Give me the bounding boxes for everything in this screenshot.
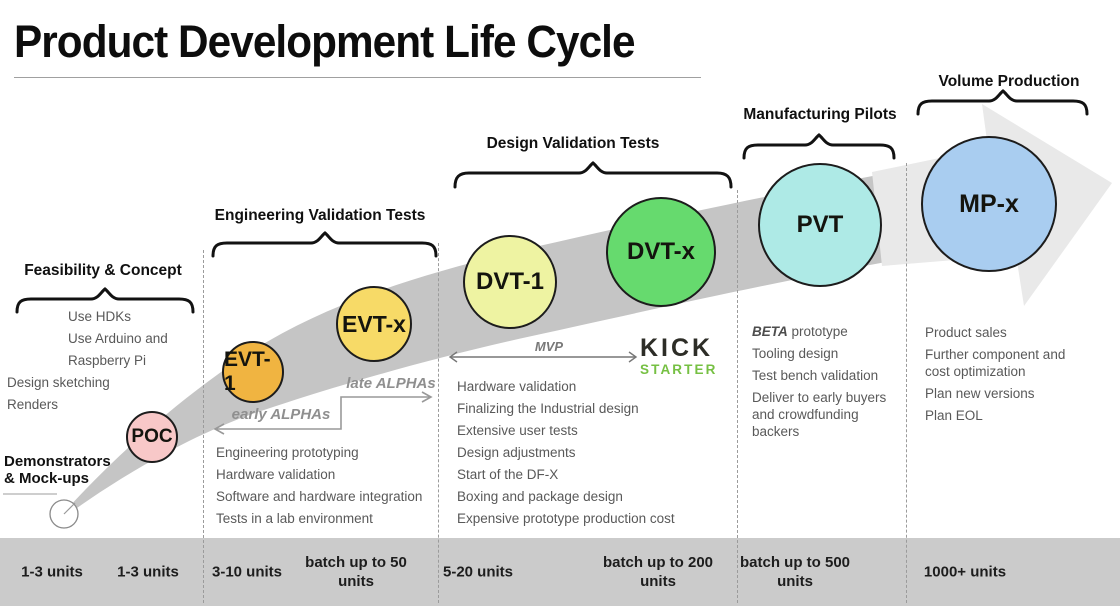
- list-item: Plan new versions: [925, 386, 1035, 401]
- title-underline: [14, 77, 701, 78]
- units-label-pvt: batch up to 500 units: [739, 554, 851, 590]
- alphas-right-arrowhead-icon: [421, 391, 433, 403]
- list-item: Tests in a lab environment: [216, 511, 373, 526]
- brace-feasibility: [15, 287, 195, 314]
- list-item: Start of the DF-X: [457, 467, 559, 482]
- mvp-right-arrowhead-icon: [628, 351, 638, 363]
- alphas-left-arrowhead-icon: [213, 423, 225, 435]
- list-feasibility: Use HDKs Use Arduino and Raspberry Pi De…: [7, 309, 168, 419]
- list-item: Tooling design: [752, 346, 839, 361]
- stage-circle-evt1: EVT-1: [222, 341, 284, 403]
- list-item: Design sketching: [7, 375, 110, 390]
- stage-label-mpx: MP-x: [959, 189, 1019, 218]
- list-item: Plan EOL: [925, 408, 983, 423]
- stage-circle-pvt: PVT: [758, 163, 882, 287]
- stage-circle-evtx: EVT-x: [336, 286, 412, 362]
- units-label-poc: 1-3 units: [21, 563, 83, 581]
- beta-rest: prototype: [787, 324, 848, 339]
- header-engineering: Engineering Validation Tests: [214, 207, 426, 224]
- demonstrators-line2: & Mock-ups: [4, 470, 90, 487]
- brace-manufacturing: [742, 133, 896, 160]
- mvp-label: MVP: [534, 339, 564, 354]
- late-alphas-label: late ALPHAs: [346, 375, 436, 392]
- stage-label-evt1: EVT-1: [224, 348, 271, 395]
- brace-volume: [916, 89, 1089, 116]
- list-item: Use HDKs: [68, 309, 132, 324]
- list-item: Hardware validation: [457, 379, 577, 394]
- stage-label-dvt1: DVT-1: [475, 268, 544, 295]
- list-item: Software and hardware integration: [216, 489, 423, 504]
- list-mp: Product sales Further component and cost…: [925, 325, 1065, 430]
- page-title: Product Development Life Cycle: [14, 16, 636, 67]
- mvp-left-arrowhead-icon: [448, 351, 458, 363]
- kickstarter-logo-bottom: STARTER: [640, 362, 718, 377]
- stage-circle-poc: POC: [126, 411, 178, 463]
- list-item: Use Arduino and: [68, 331, 168, 346]
- stage-circle-mpx: MP-x: [921, 136, 1057, 272]
- list-item: Engineering prototyping: [216, 445, 359, 460]
- list-item: Hardware validation: [216, 467, 336, 482]
- divider-feasibility-evt: [203, 250, 204, 603]
- start-point-tick: [63, 502, 76, 515]
- units-label-mp: 1000+ units: [923, 563, 1007, 581]
- early-alphas-label: early ALPHAs: [231, 406, 331, 423]
- list-item: cost optimization: [925, 364, 1026, 379]
- stage-circle-dvt1: DVT-1: [463, 235, 557, 329]
- list-item: Deliver to early buyers: [752, 390, 887, 405]
- list-dvt: Hardware validation Finalizing the Indus…: [457, 379, 675, 533]
- list-item: Test bench validation: [752, 368, 879, 383]
- stage-circle-dvtx: DVT-x: [606, 197, 716, 307]
- kickstarter-logo-top: KICK: [640, 334, 714, 362]
- list-item: Product sales: [925, 325, 1007, 340]
- units-label-evtx: batch up to 50 units: [305, 554, 407, 590]
- alphas-step-arrow: [216, 396, 430, 430]
- list-item: backers: [752, 424, 800, 439]
- list-item: and crowdfunding: [752, 407, 859, 422]
- list-item: Boxing and package design: [457, 489, 623, 504]
- stage-label-evtx: EVT-x: [342, 310, 406, 337]
- list-item: Raspberry Pi: [68, 353, 147, 368]
- stage-label-pvt: PVT: [796, 211, 844, 238]
- stage-label-poc: POC: [131, 426, 173, 447]
- list-item: Renders: [7, 397, 59, 412]
- header-manufacturing: Manufacturing Pilots: [743, 106, 897, 123]
- list-item: Finalizing the Industrial design: [457, 401, 639, 416]
- list-item: BETA prototype: [752, 324, 886, 346]
- list-item: Design adjustments: [457, 445, 576, 460]
- divider-pvt-mp: [906, 163, 907, 603]
- units-label-evt1: 3-10 units: [211, 563, 283, 581]
- divider-evt-dvt: [438, 243, 439, 603]
- units-bar: 1-3 units 1-3 units 3-10 units batch up …: [0, 538, 1120, 606]
- header-design: Design Validation Tests: [486, 135, 660, 152]
- brace-engineering: [211, 231, 438, 258]
- stage-label-dvtx: DVT-x: [626, 238, 695, 265]
- header-feasibility: Feasibility & Concept: [24, 262, 182, 279]
- divider-dvt-pvt: [737, 190, 738, 603]
- list-evt: Engineering prototyping Hardware validat…: [216, 445, 422, 533]
- list-item: Extensive user tests: [457, 423, 578, 438]
- header-volume: Volume Production: [938, 73, 1080, 90]
- list-item: Expensive prototype production cost: [457, 511, 675, 526]
- demonstrators-label: Demonstrators & Mock-ups: [4, 453, 111, 487]
- list-item: Further component and: [925, 347, 1066, 362]
- beta-emphasis: BETA: [752, 324, 788, 339]
- kickstarter-logo: KICK STARTER: [640, 336, 717, 377]
- units-label-dvt1: 5-20 units: [442, 563, 514, 581]
- demonstrators-line1: Demonstrators: [4, 453, 111, 470]
- units-label-mockups: 1-3 units: [117, 563, 179, 581]
- list-pvt: BETA prototype Tooling design Test bench…: [752, 324, 886, 446]
- units-label-dvtx: batch up to 200 units: [602, 554, 714, 590]
- brace-design: [453, 161, 733, 189]
